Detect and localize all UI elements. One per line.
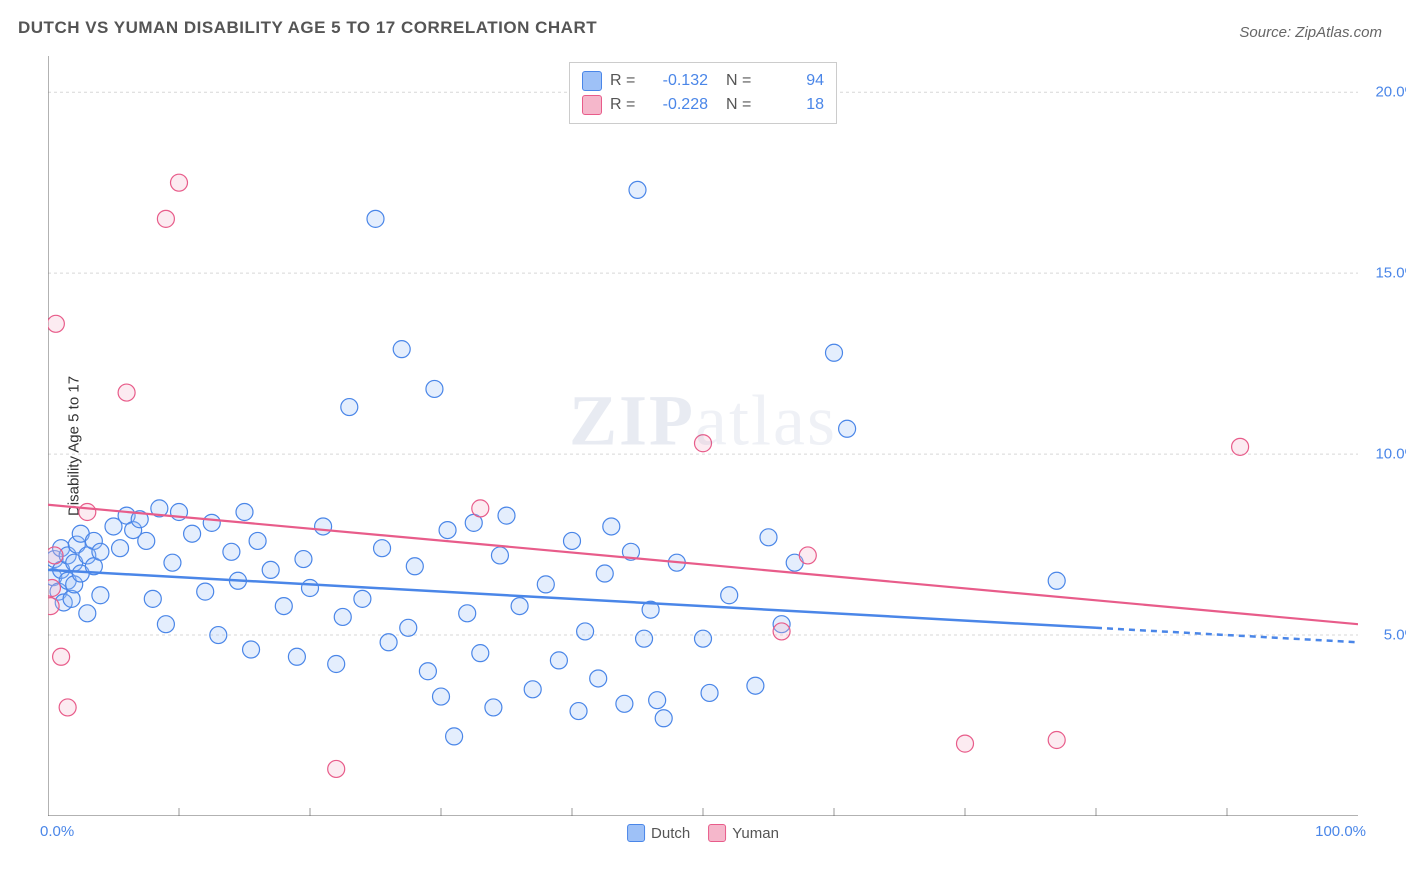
x-tick-max: 100.0%	[1315, 823, 1366, 840]
plot-area: ZIPatlas R =-0.132 N =94 R =-0.228 N =18…	[48, 56, 1358, 816]
legend-item-yuman: Yuman	[708, 824, 779, 842]
y-tick-label: 15.0%	[1375, 265, 1406, 282]
y-tick-label: 20.0%	[1375, 84, 1406, 101]
y-tick-label: 5.0%	[1384, 627, 1406, 644]
legend-row-yuman: R =-0.228 N =18	[582, 93, 824, 117]
correlation-legend: R =-0.132 N =94 R =-0.228 N =18	[569, 62, 837, 124]
y-tick-label: 10.0%	[1375, 446, 1406, 463]
x-tick-min: 0.0%	[40, 823, 74, 840]
legend-swatch-yuman	[582, 95, 602, 115]
legend-swatch-icon	[708, 824, 726, 842]
series-legend: Dutch Yuman	[627, 824, 779, 842]
legend-swatch-icon	[627, 824, 645, 842]
chart-title: DUTCH VS YUMAN DISABILITY AGE 5 TO 17 CO…	[18, 18, 597, 38]
source-label: Source:	[1239, 24, 1291, 41]
legend-row-dutch: R =-0.132 N =94	[582, 69, 824, 93]
legend-swatch-dutch	[582, 71, 602, 91]
scatter-plot-svg	[48, 56, 1358, 816]
source-attribution: Source: ZipAtlas.com	[1239, 24, 1382, 41]
legend-item-dutch: Dutch	[627, 824, 690, 842]
source-link[interactable]: ZipAtlas.com	[1295, 24, 1382, 41]
chart-container: DUTCH VS YUMAN DISABILITY AGE 5 TO 17 CO…	[0, 0, 1406, 892]
